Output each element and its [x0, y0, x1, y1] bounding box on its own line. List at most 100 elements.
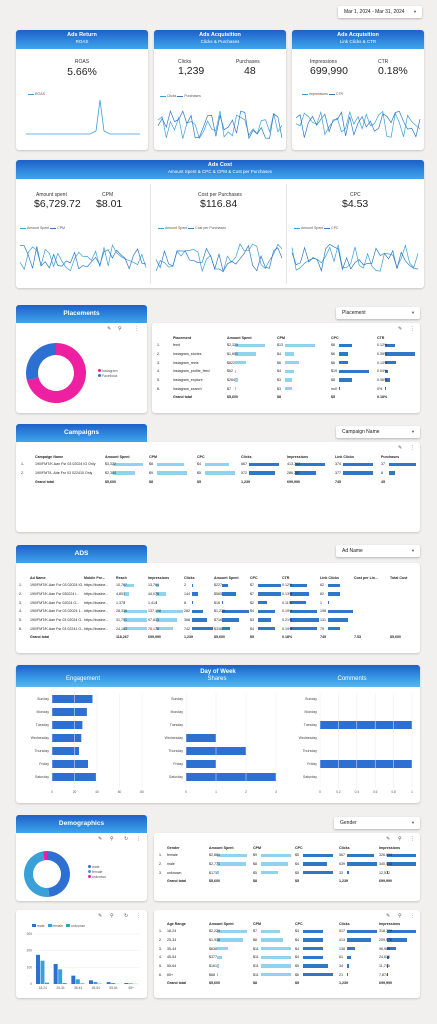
- table-row[interactable]: 1. feed $2,325 $13 $8 0.12%: [156, 341, 416, 350]
- table-bar: [261, 946, 291, 951]
- more-icon[interactable]: ⋮: [410, 836, 415, 842]
- table-row[interactable]: 3. unknown $173 $5 $5 33 12,572: [158, 868, 416, 877]
- table-row[interactable]: 6. instagram_search $7 $3 null 0%: [156, 384, 416, 393]
- filter-icon[interactable]: ⚲: [398, 913, 402, 919]
- column-header[interactable]: Reach: [116, 575, 127, 580]
- table-row[interactable]: 2. 190/FMT/L.Ade Fsr 03 022410 Only $2,384…: [20, 469, 416, 478]
- column-header[interactable]: Clicks: [241, 454, 252, 459]
- column-header[interactable]: CTR: [377, 335, 385, 340]
- more-icon[interactable]: ⋮: [410, 913, 415, 919]
- table-cell: $62: [226, 367, 276, 376]
- table-cell: [353, 624, 389, 633]
- metric-value: 48: [244, 65, 256, 77]
- column-header[interactable]: Link Clicks: [335, 454, 354, 459]
- table-row[interactable]: 1. 18-24 $2,229 $7 $4 517 318,779: [158, 927, 416, 936]
- table-row[interactable]: 2. 190/FMT/K.Aan Fsr 030224 I... https://b…: [18, 590, 418, 599]
- column-header[interactable]: Gender: [167, 845, 180, 850]
- column-header[interactable]: CPC: [250, 575, 258, 580]
- column-header[interactable]: Campaign Name: [35, 454, 64, 459]
- table-row[interactable]: 2. male $2,771 $8 $4 639 340,513: [158, 860, 416, 869]
- filter-icon[interactable]: ⚲: [110, 913, 114, 919]
- metric-value: 0.18%: [378, 65, 408, 77]
- column-header[interactable]: CPC: [197, 454, 205, 459]
- table-row[interactable]: 1. 190/FMT/K.Aan For 03 02024 IG... https:…: [18, 581, 418, 590]
- column-header[interactable]: CPM: [253, 921, 261, 926]
- table-row[interactable]: 6. 190/FMT/K.Aan Fsr 03 02241 G... https:/…: [18, 624, 418, 633]
- table-cell: instagram_explore: [172, 376, 226, 385]
- column-header[interactable]: Amount Spent: [105, 454, 130, 459]
- column-header[interactable]: Impressions: [379, 921, 401, 926]
- column-header[interactable]: CPC: [331, 335, 339, 340]
- table-cell: 742: [183, 624, 213, 633]
- table-row[interactable]: 5. 190/FMT/K.Aan Fsr 03 02024 G... https:/…: [18, 616, 418, 625]
- column-header[interactable]: Clicks: [339, 845, 350, 850]
- column-header[interactable]: CTR: [282, 575, 290, 580]
- column-header[interactable]: Cost per Lin...: [354, 575, 378, 580]
- column-header[interactable]: CPM: [253, 845, 261, 850]
- column-header[interactable]: Amount Spent: [209, 845, 234, 850]
- edit-icon[interactable]: ✎: [398, 326, 403, 332]
- cell-text: 35-44: [167, 946, 177, 951]
- edit-icon[interactable]: ✎: [386, 836, 391, 842]
- edit-icon[interactable]: ✎: [386, 913, 391, 919]
- column-header[interactable]: CPC: [295, 845, 303, 850]
- cell-text: 282: [184, 609, 190, 614]
- table-row[interactable]: 6. 65+ $88 $11 $6 21 7,874: [158, 970, 416, 979]
- more-icon[interactable]: ⋮: [136, 913, 141, 919]
- filter-icon[interactable]: ⚲: [118, 326, 122, 332]
- more-icon[interactable]: ⋮: [134, 326, 139, 332]
- more-icon[interactable]: ⋮: [410, 326, 415, 332]
- table-row[interactable]: 1. female $2,861 $9 $5 567 326,634: [158, 851, 416, 860]
- table-row[interactable]: 1. 190/FMT/K.Aan Fsr 03 02024 IG Only $3,3…: [20, 460, 416, 469]
- column-header[interactable]: Placement: [173, 335, 191, 340]
- edit-icon[interactable]: ✎: [98, 913, 103, 919]
- more-icon[interactable]: ⋮: [136, 836, 141, 842]
- table-row[interactable]: 5. instagram_explore $264 $3 $8 0.06%: [156, 376, 416, 385]
- column-header[interactable]: Total Cost: [390, 575, 408, 580]
- refresh-icon[interactable]: ↻: [124, 836, 129, 842]
- table-row[interactable]: 3. instagram_reels $822 $6 $6 0.13%: [156, 358, 416, 367]
- total-cell: 699,990: [379, 879, 392, 884]
- table-row[interactable]: 2. 25-34 $1,918 $8 $4 413 209,976: [158, 936, 416, 945]
- table-row[interactable]: 4. 45-54 $377 $11 $4 61 24,636: [158, 953, 416, 962]
- column-header[interactable]: CPC: [295, 921, 303, 926]
- edit-icon[interactable]: ✎: [398, 445, 403, 451]
- table-row[interactable]: 4. 190/FMT/K.Aan For 03 02024 1... https:/…: [18, 607, 418, 616]
- column-header[interactable]: Purchases: [381, 454, 400, 459]
- column-header[interactable]: Link Clicks: [320, 575, 339, 580]
- edit-icon[interactable]: ✎: [98, 836, 103, 842]
- column-header[interactable]: Amount Spent: [227, 335, 252, 340]
- date-range-dropdown[interactable]: Mar 1, 2024 - Mar 31, 2024 ▼: [338, 6, 422, 18]
- cell-text: 4,801: [116, 592, 125, 597]
- more-icon[interactable]: ⋮: [410, 445, 415, 451]
- column-header[interactable]: Age Range: [167, 921, 186, 926]
- table-row[interactable]: 4. instagram_profile_feed $62 $4 $19 0.04%: [156, 367, 416, 376]
- placement-dropdown[interactable]: Placement ▼: [336, 307, 420, 319]
- table-row[interactable]: 3. 35-44 $838 $11 $4 138 96,969: [158, 944, 416, 953]
- column-header[interactable]: CPM: [149, 454, 157, 459]
- column-header[interactable]: Ad Name: [30, 575, 46, 580]
- column-header[interactable]: Clicks: [339, 921, 350, 926]
- column-header[interactable]: Amount Spent: [214, 575, 239, 580]
- column-header[interactable]: CPM: [277, 335, 285, 340]
- column-header[interactable]: Mobile Pre...: [84, 575, 106, 580]
- column-header[interactable]: Clicks: [184, 575, 195, 580]
- refresh-icon[interactable]: ↻: [124, 913, 129, 919]
- table-row[interactable]: 2. instagram_stories $1,601 $4 $6 0.35%: [156, 350, 416, 359]
- table-row[interactable]: 3. 190/FMT/K.Aan Fsr 02024 G... https://bu…: [18, 598, 418, 607]
- column-header[interactable]: Impressions: [379, 845, 401, 850]
- impressions-line-chart: [295, 110, 421, 138]
- gender-dropdown[interactable]: Gender ▼: [334, 817, 420, 829]
- ad-name-dropdown[interactable]: Ad Name ▼: [336, 545, 420, 557]
- total-cell: 1,239: [184, 635, 193, 640]
- filter-icon[interactable]: ⚲: [398, 836, 402, 842]
- column-header[interactable]: Impressions: [148, 575, 170, 580]
- demographics-pie-card: ✎ ⚲ ↻ ⋮ male female unknown: [16, 833, 147, 901]
- campaign-dropdown[interactable]: Campaign Name ▼: [336, 426, 420, 438]
- filter-icon[interactable]: ⚲: [110, 836, 114, 842]
- column-header[interactable]: Amount Spent: [209, 921, 234, 926]
- card-header: Ads Acquisition Link Clicks & CTR: [292, 30, 424, 49]
- column-header[interactable]: Impressions: [287, 454, 309, 459]
- table-row[interactable]: 5. 55-64 $161 $11 $5 34 11,740: [158, 962, 416, 971]
- edit-icon[interactable]: ✎: [107, 326, 112, 332]
